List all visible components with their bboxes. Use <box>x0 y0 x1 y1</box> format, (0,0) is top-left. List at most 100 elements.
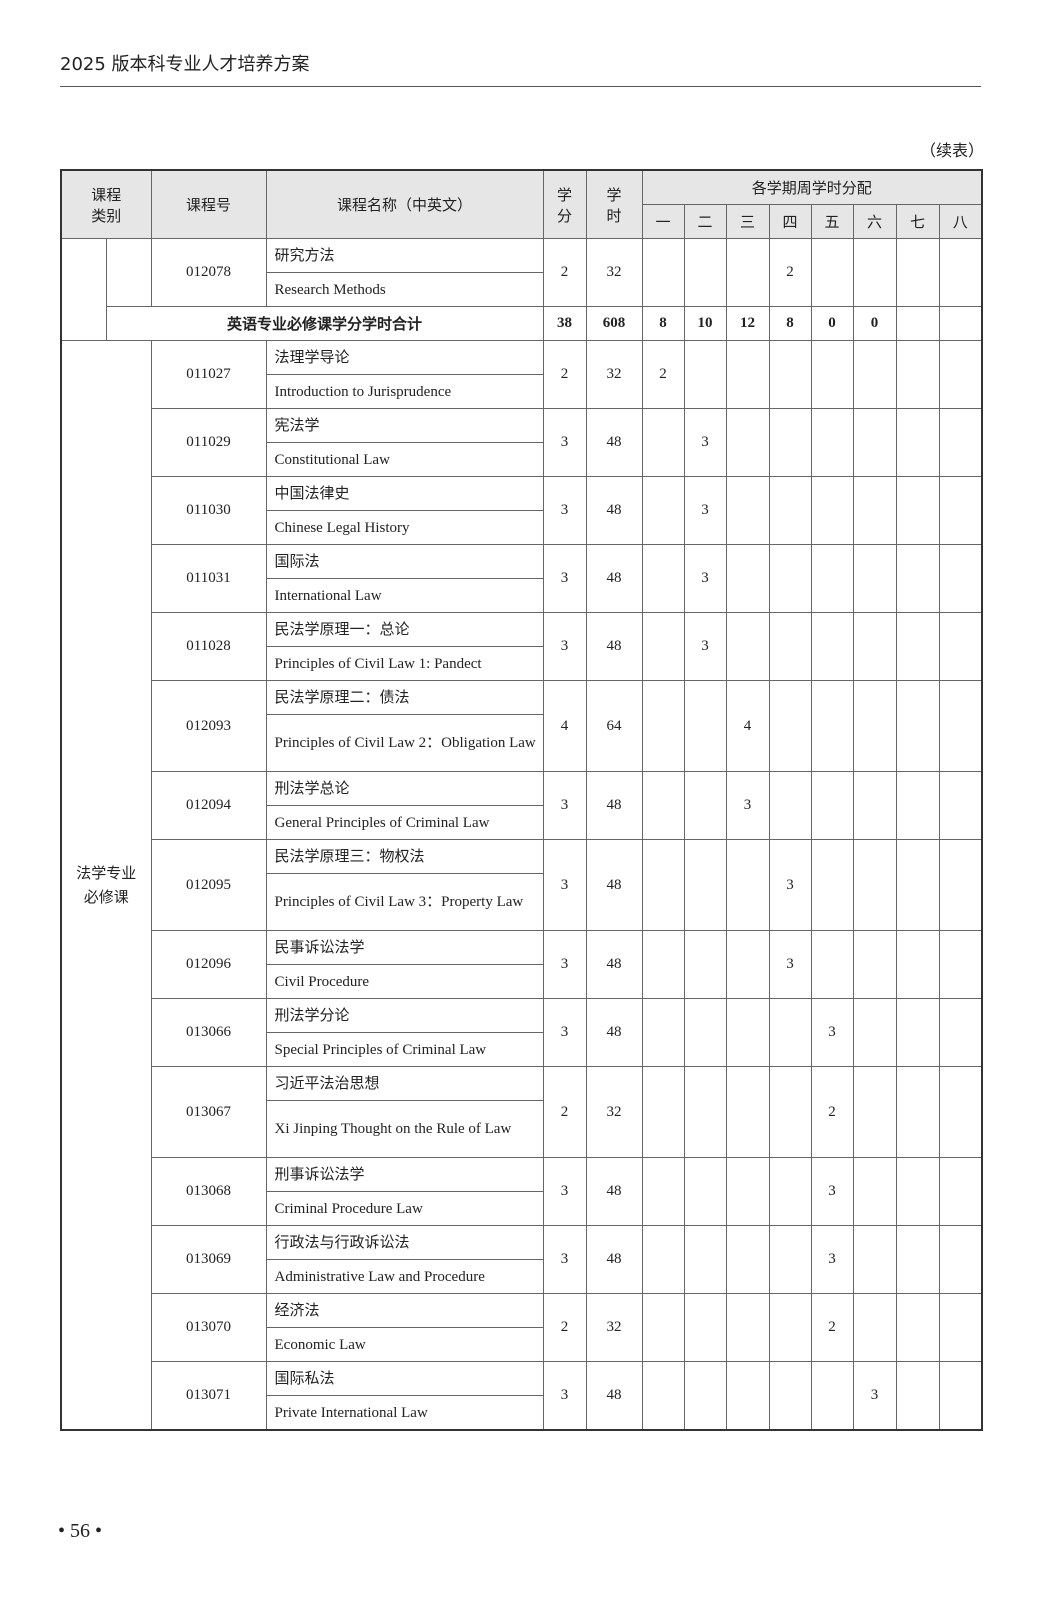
course-code: 011029 <box>150 408 267 477</box>
semester-hours-3 <box>725 1225 770 1294</box>
course-row-en: Civil Procedure <box>61 964 982 999</box>
course-code: 012093 <box>150 680 267 772</box>
semester-hours-6 <box>852 1293 897 1362</box>
semester-hours-1 <box>641 1157 685 1226</box>
course-row-en: Chinese Legal History <box>61 510 982 545</box>
course-code: 012096 <box>150 930 267 999</box>
semester-hours-4 <box>768 1157 812 1226</box>
semester-hours-2 <box>683 1157 727 1226</box>
total-semester-4: 8 <box>768 306 812 341</box>
semester-hours-1 <box>641 476 685 545</box>
course-credits: 2 <box>542 1066 587 1158</box>
course-name-cn: 民法学原理一：总论 <box>265 612 544 647</box>
course-hours: 48 <box>585 1157 643 1226</box>
course-row-en: Economic Law <box>61 1327 982 1362</box>
semester-hours-7 <box>895 771 940 840</box>
course-hours: 48 <box>585 771 643 840</box>
semester-hours-1 <box>641 408 685 477</box>
course-credits: 4 <box>542 680 587 772</box>
course-row: 011030 中国法律史 3 48 3 <box>61 476 983 545</box>
semester-hours-7 <box>895 544 940 613</box>
header-semester-5: 五 <box>810 204 854 239</box>
semester-hours-7 <box>895 1157 940 1226</box>
running-title: 2025 版本科专业人才培养方案 <box>60 54 310 75</box>
semester-hours-4 <box>768 1225 812 1294</box>
header-name: 课程名称（中英文） <box>265 169 544 239</box>
course-row: 013070 经济法 2 32 2 <box>61 1293 983 1362</box>
course-credits: 3 <box>542 612 587 681</box>
course-code: 012094 <box>150 771 267 840</box>
course-code: 011031 <box>150 544 267 613</box>
semester-hours-2 <box>683 998 727 1067</box>
course-row: 011028 民法学原理一：总论 3 48 3 <box>61 612 983 681</box>
total-hours: 608 <box>585 306 643 341</box>
header-hours: 学 时 <box>585 169 643 239</box>
semester-hours-1 <box>641 771 685 840</box>
semester-hours-8 <box>938 476 983 545</box>
course-hours: 32 <box>585 238 643 307</box>
semester-hours-5 <box>810 476 854 545</box>
course-row: 012095 民法学原理三：物权法 3 48 3 <box>61 839 983 931</box>
header-credits: 学 分 <box>542 169 587 239</box>
course-name-en: Civil Procedure <box>265 964 544 999</box>
course-credits: 3 <box>542 1157 587 1226</box>
course-hours: 48 <box>585 839 643 931</box>
curriculum-table: 课程 类别 课程号 课程名称（中英文）学 分学 时各学期周学时分配一二三四五六七八 … <box>60 169 984 1431</box>
course-hours: 48 <box>585 544 643 613</box>
course-code: 013069 <box>150 1225 267 1294</box>
course-hours: 48 <box>585 408 643 477</box>
semester-hours-2 <box>683 930 727 999</box>
total-label: 英语专业必修课学分学时合计 <box>105 306 544 341</box>
course-row: 013071 国际私法 3 48 3 <box>61 1361 983 1431</box>
course-row: 012096 民事诉讼法学 3 48 3 <box>61 930 983 999</box>
semester-hours-8 <box>938 1225 983 1294</box>
total-row: 英语专业必修课学分学时合计 38 608 8 10 12 8 0 0 <box>61 306 983 341</box>
semester-hours-2: 3 <box>683 408 727 477</box>
semester-hours-4: 3 <box>768 930 812 999</box>
header-semester-7: 七 <box>895 204 940 239</box>
semester-hours-7 <box>895 998 940 1067</box>
semester-hours-3: 3 <box>725 771 770 840</box>
semester-hours-3 <box>725 1066 770 1158</box>
course-row-en: Xi Jinping Thought on the Rule of Law <box>61 1100 982 1158</box>
semester-hours-8 <box>938 408 983 477</box>
course-name-en: Principles of Civil Law 1: Pandect <box>265 646 544 681</box>
semester-hours-8 <box>938 238 983 307</box>
course-credits: 3 <box>542 408 587 477</box>
course-row-en: Principles of Civil Law 1: Pandect <box>61 646 982 681</box>
semester-hours-6 <box>852 680 897 772</box>
semester-hours-4 <box>768 1293 812 1362</box>
semester-hours-3 <box>725 1361 770 1431</box>
header-semester-group: 各学期周学时分配 <box>641 169 983 205</box>
semester-hours-1 <box>641 1361 685 1431</box>
course-row-en: Principles of Civil Law 2：Obligation Law <box>61 714 982 772</box>
semester-hours-6 <box>852 771 897 840</box>
semester-hours-4 <box>768 612 812 681</box>
course-name-cn: 刑法学总论 <box>265 771 544 806</box>
semester-hours-1 <box>641 1225 685 1294</box>
course-hours: 48 <box>585 1225 643 1294</box>
subcategory-cell-empty <box>105 238 152 307</box>
semester-hours-2: 3 <box>683 476 727 545</box>
semester-hours-8 <box>938 612 983 681</box>
course-name-en: Chinese Legal History <box>265 510 544 545</box>
total-semester-7 <box>895 306 940 341</box>
course-code: 013066 <box>150 998 267 1067</box>
semester-hours-6: 3 <box>852 1361 897 1431</box>
semester-hours-3 <box>725 238 770 307</box>
semester-hours-3 <box>725 998 770 1067</box>
semester-hours-6 <box>852 930 897 999</box>
semester-hours-1 <box>641 680 685 772</box>
course-credits: 3 <box>542 839 587 931</box>
semester-hours-4 <box>768 408 812 477</box>
course-row-en: Introduction to Jurisprudence <box>61 374 982 409</box>
semester-hours-6 <box>852 476 897 545</box>
course-code: 011027 <box>150 340 267 409</box>
semester-hours-2 <box>683 771 727 840</box>
total-credits: 38 <box>542 306 587 341</box>
header-semester-1: 一 <box>641 204 685 239</box>
semester-hours-6 <box>852 998 897 1067</box>
semester-hours-5 <box>810 771 854 840</box>
semester-hours-6 <box>852 612 897 681</box>
course-name-cn: 习近平法治思想 <box>265 1066 544 1101</box>
